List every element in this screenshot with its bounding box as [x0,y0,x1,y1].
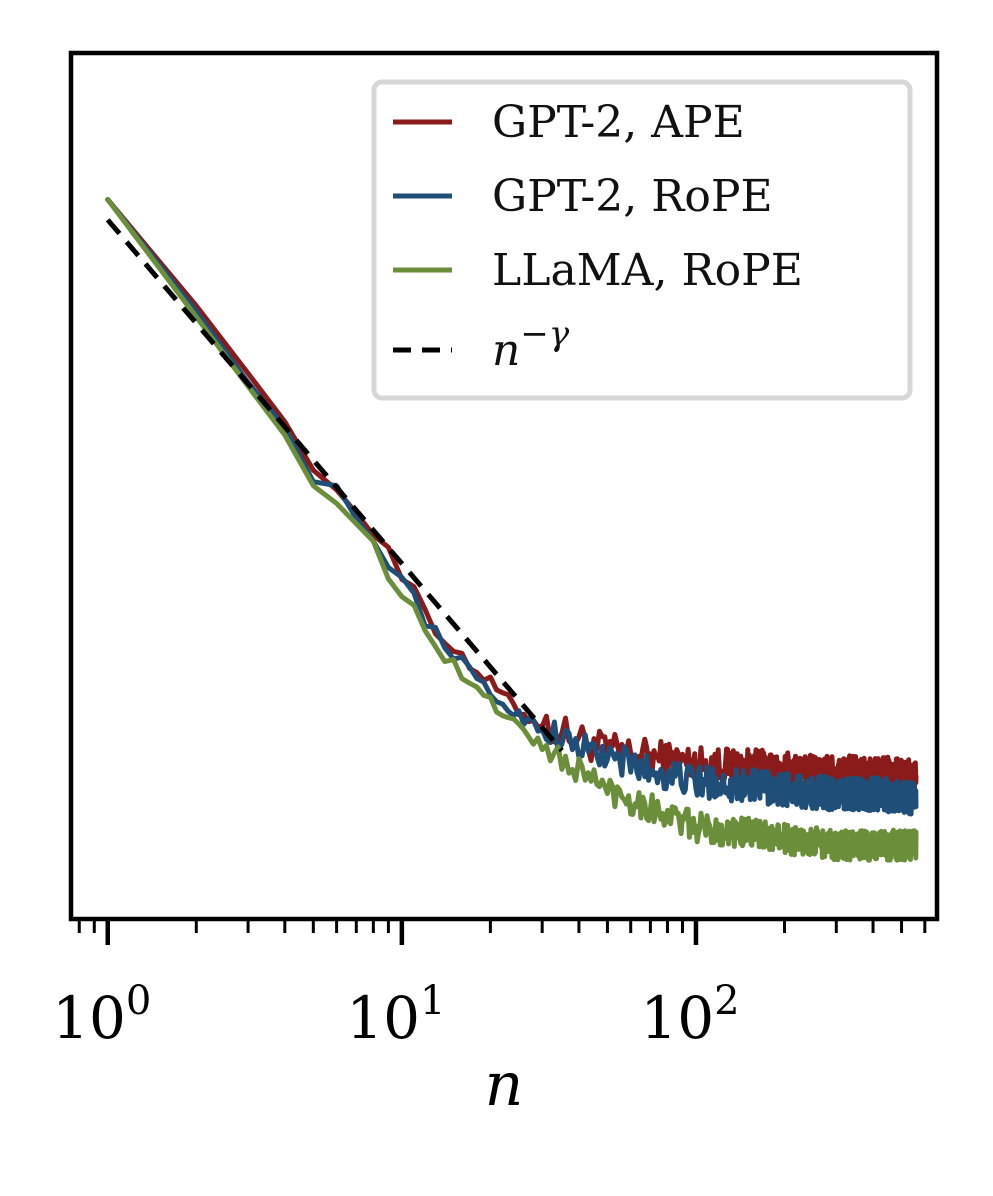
legend-label: LLaMA, RoPE [492,245,803,296]
x-tick-labels: 100 101 102 [52,978,739,1052]
x-axis-label: n [485,1050,524,1120]
legend-box [371,79,913,401]
series-layer [105,197,919,863]
x-ticks [77,919,927,945]
x-tick-label: 102 [640,978,739,1052]
legend: GPT-2, APE GPT-2, RoPE LLaMA, RoPE n−γ [371,79,913,401]
series-line-3 [105,197,919,863]
plot-frame [68,50,940,922]
series-line-2 [105,197,919,817]
x-tick-label: 101 [346,978,445,1052]
x-tick-label: 100 [52,978,151,1052]
reference-power-law-line [105,218,564,753]
legend-label: n−γ [492,314,570,376]
legend-label: GPT-2, APE [492,97,745,148]
legend-label: GPT-2, RoPE [492,171,773,222]
